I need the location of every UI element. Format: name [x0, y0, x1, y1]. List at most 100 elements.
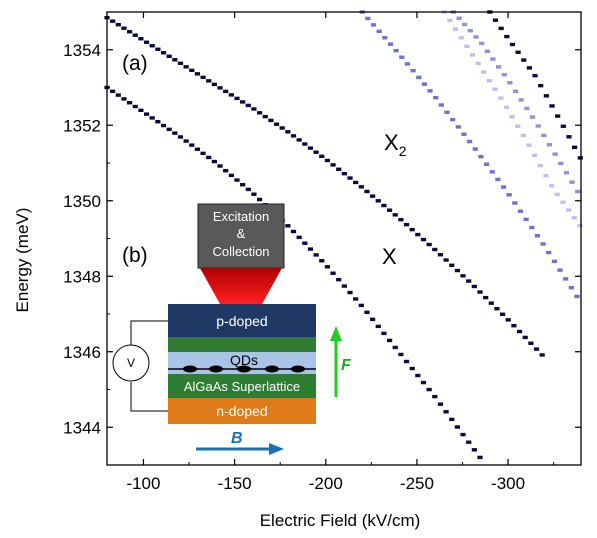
- data-point: [177, 135, 184, 139]
- data-point: [566, 135, 572, 139]
- layer-p-doped-label: p-doped: [216, 313, 267, 329]
- data-point: [409, 227, 415, 232]
- data-point: [450, 117, 456, 122]
- quantum-dot: [183, 365, 197, 373]
- data-point: [540, 242, 546, 246]
- data-point: [506, 193, 512, 197]
- data-point: [526, 143, 532, 147]
- data-point: [577, 156, 583, 160]
- data-point: [452, 27, 459, 31]
- data-point: [449, 263, 455, 267]
- data-point: [509, 115, 515, 119]
- y-axis-label: Energy (meV): [13, 208, 32, 313]
- data-point: [541, 133, 547, 138]
- excitation-text-2: &: [237, 226, 246, 241]
- data-point: [437, 253, 444, 257]
- data-point: [172, 58, 178, 62]
- data-point: [501, 72, 507, 77]
- data-point: [302, 142, 308, 146]
- annotation-x2-main: X: [384, 130, 399, 155]
- y-tick-label: 1352: [63, 116, 101, 135]
- data-point: [155, 120, 161, 124]
- data-point: [532, 73, 538, 78]
- data-point: [410, 68, 416, 73]
- data-point: [528, 341, 534, 345]
- data-point: [370, 23, 377, 27]
- y-tick-label: 1354: [63, 41, 101, 60]
- data-point: [296, 138, 302, 142]
- data-point: [472, 147, 478, 151]
- annotation-x2: X2: [384, 130, 407, 159]
- data-point: [341, 171, 347, 176]
- series-line-5: [487, 10, 583, 160]
- data-point: [376, 29, 382, 34]
- data-point: [245, 187, 251, 192]
- panel-label-a: (a): [122, 52, 148, 75]
- data-point: [454, 425, 460, 429]
- data-point: [416, 75, 422, 80]
- data-point: [296, 235, 302, 240]
- data-point: [268, 118, 274, 123]
- data-point: [515, 50, 521, 54]
- data-point: [571, 216, 577, 220]
- data-point: [132, 33, 138, 37]
- data-point: [110, 19, 116, 23]
- data-point: [455, 125, 461, 129]
- data-point: [433, 95, 439, 100]
- quantum-dots: [183, 365, 305, 373]
- data-point: [515, 124, 521, 128]
- series-line-3: [450, 10, 581, 194]
- data-point: [461, 132, 467, 136]
- data-point: [557, 268, 563, 272]
- data-point: [549, 104, 555, 108]
- data-point: [223, 169, 229, 173]
- data-point: [458, 36, 464, 40]
- data-point: [404, 62, 411, 66]
- y-tick-label: 1348: [63, 267, 101, 286]
- annotation-x: X: [382, 244, 397, 269]
- data-point: [336, 167, 342, 171]
- data-point: [563, 277, 569, 281]
- data-point: [498, 96, 504, 100]
- data-point: [166, 127, 172, 132]
- data-point: [110, 89, 116, 94]
- data-point: [427, 89, 433, 93]
- data-point: [234, 96, 240, 101]
- data-point: [353, 180, 359, 185]
- laser-beam: [200, 268, 282, 304]
- data-point: [347, 176, 353, 180]
- data-point: [115, 22, 121, 27]
- excitation-text-1: Excitation: [213, 209, 269, 224]
- data-point: [520, 133, 526, 138]
- data-point: [347, 290, 353, 295]
- data-point: [121, 97, 127, 101]
- data-point: [143, 40, 150, 44]
- voltmeter-label: V: [127, 356, 135, 370]
- data-point: [432, 394, 438, 399]
- data-point: [138, 108, 144, 113]
- data-point: [438, 103, 444, 107]
- data-point: [200, 151, 206, 156]
- data-point: [149, 44, 155, 48]
- data-point: [160, 123, 167, 128]
- data-point: [489, 170, 495, 174]
- data-point: [228, 93, 234, 97]
- data-point: [488, 301, 494, 305]
- data-point: [572, 145, 578, 150]
- data-point: [471, 284, 477, 289]
- data-point: [364, 189, 370, 194]
- data-point: [494, 307, 500, 311]
- data-point: [473, 35, 479, 39]
- field-label: F: [341, 357, 352, 374]
- data-point: [478, 154, 484, 159]
- data-point: [330, 271, 336, 275]
- data-point: [166, 54, 172, 58]
- data-point: [336, 277, 342, 282]
- data-point: [358, 303, 364, 308]
- data-point: [245, 103, 251, 108]
- data-point: [138, 37, 144, 41]
- data-point: [524, 106, 530, 111]
- quantum-dot: [265, 365, 279, 373]
- data-point: [512, 201, 518, 205]
- data-point: [234, 178, 240, 182]
